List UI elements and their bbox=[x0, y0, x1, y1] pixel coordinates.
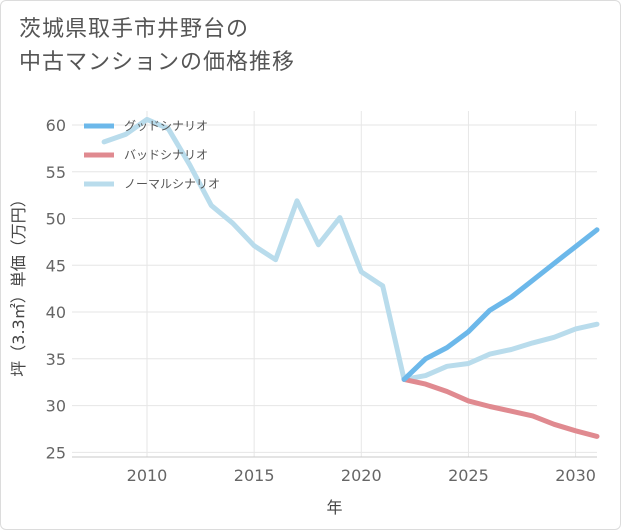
y-tick-label: 30 bbox=[46, 397, 66, 416]
tick-labels: 25 30 35 40 45 50 55 60 2010 2015 2020 2025 2030 bbox=[46, 116, 596, 485]
legend-label: ノーマルシナリオ bbox=[124, 177, 220, 191]
x-axis-label: 年 bbox=[326, 498, 342, 517]
legend-label: バッドシナリオ bbox=[124, 148, 208, 162]
x-tick-label: 2015 bbox=[234, 466, 275, 485]
y-tick-label: 50 bbox=[46, 210, 66, 229]
y-tick-label: 55 bbox=[46, 163, 66, 182]
y-tick-label: 60 bbox=[46, 116, 66, 135]
x-tick-label: 2025 bbox=[448, 466, 489, 485]
y-tick-label: 25 bbox=[46, 443, 66, 462]
x-tick-label: 2010 bbox=[127, 466, 168, 485]
y-tick-label: 35 bbox=[46, 350, 66, 369]
chart-title-line-2: 中古マンションの価格推移 bbox=[19, 50, 296, 75]
chart-title: 茨城県取手市井野台の 中古マンションの価格推移 bbox=[19, 13, 295, 79]
chart-title-line-1: 茨城県取手市井野台の bbox=[19, 17, 250, 42]
y-axis-label: 坪（3.3㎡）単価（万円） bbox=[9, 191, 28, 376]
grid bbox=[72, 111, 597, 458]
y-tick-label: 40 bbox=[46, 303, 66, 322]
y-tick-label: 45 bbox=[46, 256, 66, 275]
x-tick-label: 2020 bbox=[341, 466, 382, 485]
series-lines bbox=[101, 116, 600, 439]
series-line-0 bbox=[401, 227, 600, 382]
x-tick-label: 2030 bbox=[555, 466, 596, 485]
series-line-1 bbox=[401, 376, 600, 439]
series-line-2 bbox=[101, 116, 600, 382]
legend-label: グッドシナリオ bbox=[124, 119, 208, 133]
